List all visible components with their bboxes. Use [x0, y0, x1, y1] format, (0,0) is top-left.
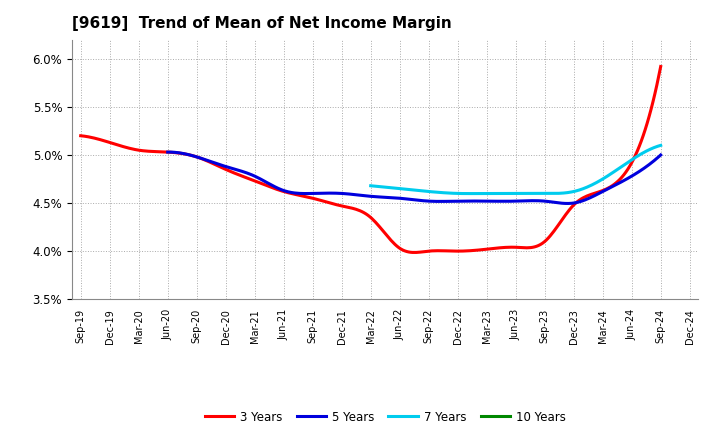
- 7 Years: [366, 183, 375, 188]
- 7 Years: [367, 183, 376, 188]
- 5 Years: [657, 152, 665, 158]
- 3 Years: [567, 205, 576, 210]
- 7 Years: [630, 155, 639, 161]
- 5 Years: [459, 198, 467, 204]
- Line: 3 Years: 3 Years: [81, 66, 661, 253]
- 5 Years: [165, 150, 174, 155]
- 3 Years: [604, 185, 613, 191]
- 5 Years: [166, 150, 175, 155]
- 7 Years: [545, 191, 554, 196]
- 5 Years: [467, 198, 475, 204]
- 5 Years: [163, 150, 172, 155]
- 5 Years: [562, 201, 571, 206]
- 5 Years: [457, 198, 466, 204]
- Line: 7 Years: 7 Years: [371, 145, 661, 194]
- 7 Years: [540, 191, 549, 196]
- 5 Years: [613, 181, 622, 187]
- 7 Years: [464, 191, 473, 196]
- 3 Years: [422, 249, 431, 254]
- 3 Years: [423, 249, 432, 254]
- 3 Years: [410, 250, 418, 255]
- 3 Years: [76, 133, 85, 139]
- 7 Years: [539, 191, 548, 196]
- Legend: 3 Years, 5 Years, 7 Years, 10 Years: 3 Years, 5 Years, 7 Years, 10 Years: [200, 406, 570, 428]
- Text: [9619]  Trend of Mean of Net Income Margin: [9619] Trend of Mean of Net Income Margi…: [72, 16, 451, 32]
- 5 Years: [582, 197, 591, 202]
- 3 Years: [433, 248, 442, 253]
- 7 Years: [612, 168, 621, 173]
- 3 Years: [657, 64, 665, 69]
- 7 Years: [657, 143, 665, 148]
- Line: 5 Years: 5 Years: [168, 152, 661, 203]
- 3 Years: [78, 133, 87, 139]
